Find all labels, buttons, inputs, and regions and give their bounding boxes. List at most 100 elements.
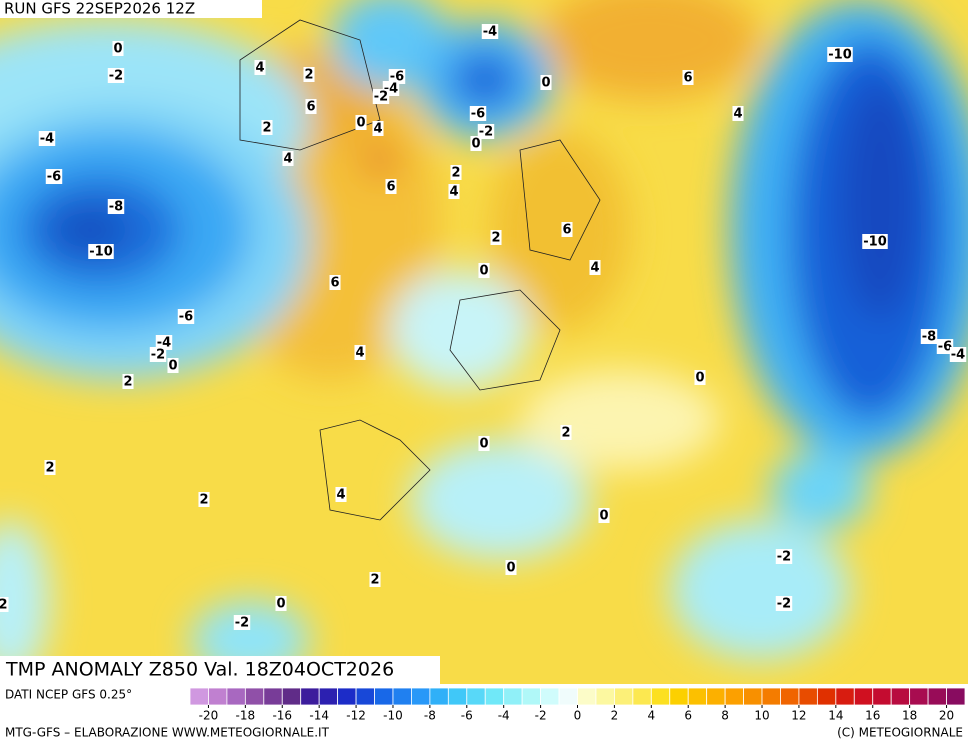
contour-label-bg [490, 230, 502, 245]
contour-label-bg [450, 165, 462, 180]
colorbar-swatch [429, 687, 449, 706]
contour-label: -4 [40, 132, 54, 147]
contour-label-bg [303, 67, 315, 82]
contour-label-bg [155, 335, 173, 350]
contour-label-bg [589, 260, 601, 275]
contour-label: 0 [541, 76, 550, 91]
run-box [0, 0, 262, 18]
contour-label: 2 [561, 426, 570, 441]
colorbar-tick-label: -12 [346, 709, 366, 723]
colorbar-swatch [835, 687, 855, 706]
colorbar-swatch [374, 687, 394, 706]
contour-label: -6 [179, 310, 193, 325]
contour-label-bg [0, 597, 9, 612]
contour-label: -6 [47, 170, 61, 185]
contour-label-bg [505, 560, 517, 575]
colorbar-tick-label: -14 [309, 709, 329, 723]
colorbar-tick-label: -16 [272, 709, 292, 723]
colorbar-swatch [337, 687, 357, 706]
contour-label-bg [149, 347, 167, 362]
contour-label-bg [122, 374, 134, 389]
colorbar-swatch [595, 687, 615, 706]
contour-label: -4 [483, 25, 497, 40]
colorbar-swatch [318, 687, 339, 706]
contour-label-bg [282, 151, 294, 166]
contour-label: 6 [330, 276, 339, 291]
colorbar-swatch [540, 687, 560, 706]
colorbar-swatch [503, 687, 523, 706]
colorbar-tick-label: 18 [902, 709, 917, 723]
colorbar-tick-label: -4 [498, 709, 510, 723]
contour-label-bg [560, 425, 572, 440]
colorbar-tick-label: 6 [684, 709, 692, 723]
contour-label-bg [477, 124, 495, 139]
contour-label-bg [920, 329, 938, 344]
contour-label-bg [261, 120, 273, 135]
colorbar-tick-label: 16 [865, 709, 880, 723]
contour-label-bg [112, 41, 124, 56]
contour-label-bg [478, 263, 490, 278]
colorbar-tick-label: 2 [611, 709, 619, 723]
colorbar-swatch [392, 687, 412, 706]
colorbar-swatch [208, 687, 228, 706]
contour-label: -6 [938, 340, 952, 355]
source-label: DATI NCEP GFS 0.25° [5, 688, 132, 702]
contour-label-bg [88, 244, 114, 259]
contour-label: 6 [562, 223, 571, 238]
colorbar-swatch [687, 687, 708, 706]
colorbar-tick-label: 4 [647, 709, 655, 723]
contour-label: 6 [386, 180, 395, 195]
colorbar-swatch [872, 687, 892, 706]
colorbar-swatch [927, 687, 947, 706]
contour-label-bg [329, 275, 341, 290]
colorbar-tick-label: -20 [199, 709, 219, 723]
contour-label-bg [44, 460, 56, 475]
contour-label: 4 [590, 261, 599, 276]
colorbar-swatch [577, 687, 597, 706]
colorbar-swatch [632, 687, 652, 706]
contour-label: 6 [306, 100, 315, 115]
contour-label-bg [862, 234, 888, 249]
contour-label-bg [478, 436, 490, 451]
contour-label: -8 [109, 200, 123, 215]
colorbar-swatch [909, 687, 929, 706]
contour-label: -2 [109, 69, 123, 84]
colorbar-tick-label: 8 [721, 709, 729, 723]
colorbar-swatch [761, 687, 781, 706]
colorbar-swatch [521, 687, 541, 706]
footer-right: (C) METEOGIORNALE [837, 726, 963, 740]
contour-label: 2 [262, 121, 271, 136]
title-box [0, 656, 440, 684]
colorbar-tick-label: -10 [383, 709, 403, 723]
contour-label: -6 [471, 107, 485, 122]
contour-label: 4 [449, 185, 458, 200]
colorbar-tick-label: 12 [791, 709, 806, 723]
colorbar-swatch [816, 687, 837, 706]
colorbar-swatch [447, 687, 468, 706]
colorbar-swatch [743, 687, 763, 706]
contour-label-bg [355, 115, 367, 130]
coastlines [239, 19, 601, 521]
colorbar-swatch [614, 687, 634, 706]
contour-label: -2 [777, 597, 791, 612]
contour-label: 0 [599, 509, 608, 524]
colorbar-swatch [798, 687, 818, 706]
colorbar-swatch [411, 687, 431, 706]
contour-label: 2 [0, 598, 8, 613]
contour-label-bg [388, 69, 406, 84]
contour-label-bg [682, 70, 694, 85]
contour-label-bg [107, 68, 125, 83]
contour-label-bg [167, 358, 179, 373]
contour-label-bg [598, 508, 610, 523]
contour-label: 2 [451, 166, 460, 181]
contour-label-bg [469, 106, 487, 121]
colorbar-swatch [189, 687, 209, 706]
contour-label-bg [45, 169, 63, 184]
contour-label-bg [470, 136, 482, 151]
colorbar-swatch [890, 687, 911, 706]
colorbar-tick-label: -18 [236, 709, 256, 723]
colorbar-swatch [853, 687, 874, 706]
colorbar-swatch [724, 687, 744, 706]
contour-label: -2 [374, 90, 388, 105]
